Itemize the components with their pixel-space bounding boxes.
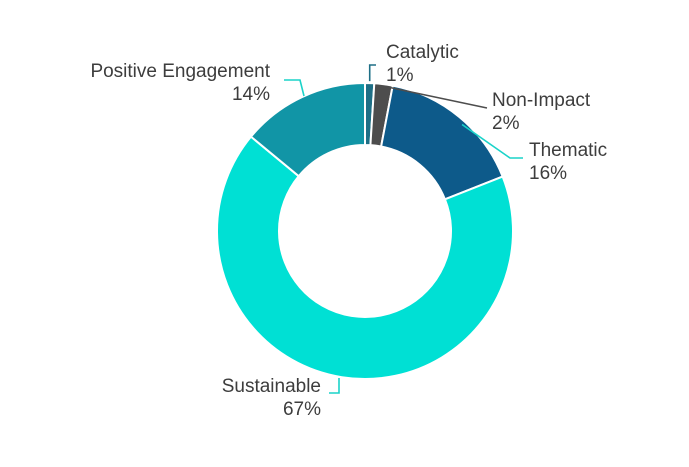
leader-positive-engagement [284,79,305,97]
slice-sustainable [216,135,514,380]
label-value-non-impact: 2% [492,113,520,134]
label-value-positive-engagement: 14% [232,84,270,105]
leader-catalytic [368,64,376,82]
label-name-catalytic: Catalytic [386,42,459,63]
label-name-sustainable: Sustainable [222,376,321,397]
label-value-catalytic: 1% [386,65,414,86]
label-value-sustainable: 67% [283,399,321,420]
leader-lines [284,64,523,394]
leader-thematic [461,123,523,159]
label-name-non-impact: Non-Impact [492,90,591,111]
label-name-positive-engagement: Positive Engagement [90,61,270,82]
slice-thematic [379,84,504,201]
label-name-thematic: Thematic [529,140,607,161]
donut-slices [216,81,514,380]
slice-positive-engagement [249,81,366,178]
leader-sustainable [329,378,340,394]
leader-non-impact [383,85,488,109]
label-value-thematic: 16% [529,163,567,184]
